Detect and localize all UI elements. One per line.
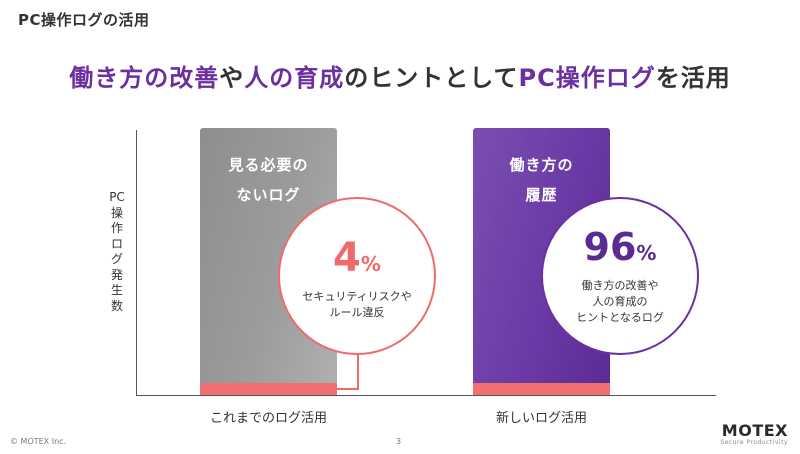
- headline-highlight-1: 働き方の改善: [69, 64, 220, 92]
- logo-tagline: Secure Productivity: [720, 439, 788, 446]
- bar-work-history-segment: [473, 383, 610, 395]
- callout-connector-line: [337, 352, 359, 390]
- callout-hint-desc-line3: ヒントとなるログ: [576, 311, 664, 324]
- y-axis-label: PC操作ログ発生数: [109, 190, 125, 313]
- y-axis-line: [136, 130, 137, 396]
- headline: 働き方の改善や人の育成のヒントとしてPC操作ログを活用: [0, 58, 800, 93]
- motex-logo: MOTEX Secure Productivity: [720, 421, 788, 447]
- callout-hint-desc-line1: 働き方の改善や: [581, 279, 659, 292]
- category-label-previous: これまでのログ活用: [209, 411, 327, 426]
- callout-risk-description: セキュリティリスクや ルール違反: [280, 289, 434, 321]
- percent-hint-unit: %: [636, 241, 657, 265]
- headline-highlight-3: PC操作ログ: [518, 64, 656, 92]
- page-number: 3: [396, 437, 402, 446]
- bar-work-history-label: 働き方の 履歴: [473, 150, 610, 210]
- x-axis-line: [136, 395, 716, 396]
- logo-name: MOTEX: [721, 421, 788, 440]
- percent-hint: 96%: [543, 225, 697, 269]
- headline-text-1: や: [219, 64, 245, 92]
- callout-bubble-hint: 96% 働き方の改善や 人の育成の ヒントとなるログ: [541, 197, 699, 355]
- callout-hint-desc-line2: 人の育成の: [592, 295, 648, 308]
- headline-highlight-2: 人の育成: [244, 64, 345, 92]
- callout-bubble-risk: 4% セキュリティリスクや ルール違反: [278, 197, 436, 355]
- category-label-new: 新しいログ活用: [495, 411, 587, 426]
- bar-unneeded-logs-label-line2: ないログ: [236, 186, 301, 204]
- percent-hint-value: 96: [583, 225, 637, 269]
- headline-text-2: のヒントとして: [344, 64, 519, 92]
- percent-risk-unit: %: [360, 252, 381, 276]
- bar-unneeded-logs-label: 見る必要の ないログ: [200, 150, 337, 210]
- bar-unneeded-logs-segment: [200, 383, 337, 395]
- callout-hint-description: 働き方の改善や 人の育成の ヒントとなるログ: [543, 278, 697, 326]
- percent-risk-value: 4: [333, 235, 361, 281]
- percent-risk: 4%: [280, 235, 434, 281]
- slide-title: PC操作ログの活用: [18, 11, 150, 29]
- headline-text-3: を活用: [655, 64, 731, 92]
- bar-work-history-label-line2: 履歴: [525, 186, 558, 204]
- callout-risk-desc-line2: ルール違反: [329, 306, 385, 319]
- bar-work-history-label-line1: 働き方の: [509, 156, 574, 174]
- bar-unneeded-logs-label-line1: 見る必要の: [228, 156, 309, 174]
- callout-risk-desc-line1: セキュリティリスクや: [302, 290, 412, 303]
- footer-copyright: © MOTEX Inc.: [10, 437, 67, 446]
